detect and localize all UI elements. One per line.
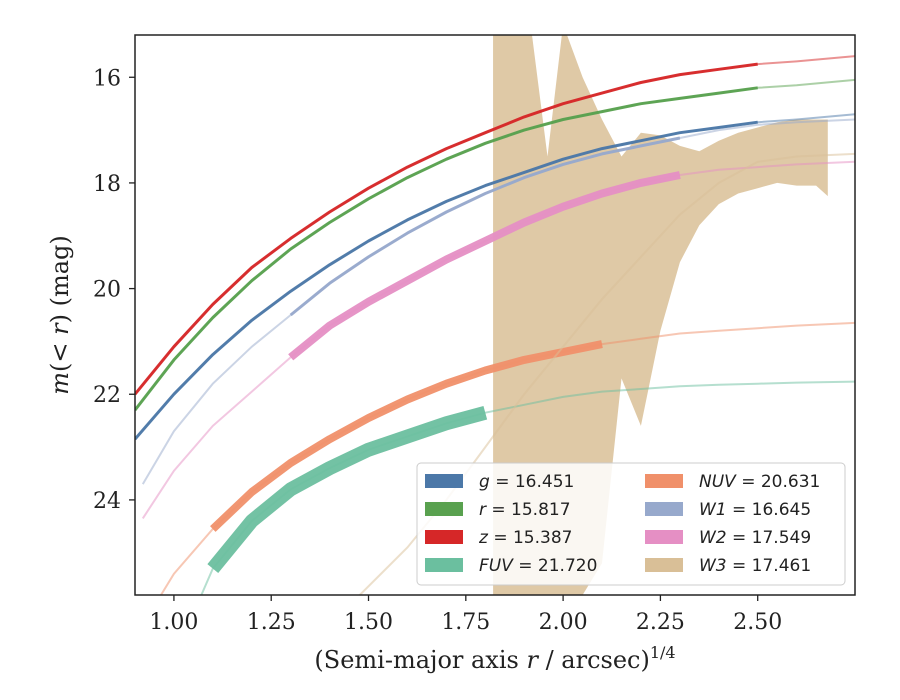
series-nuv-measured [210, 340, 603, 532]
y-axis: 16 18 20 22 24 [93, 66, 135, 514]
y-tick-label: 22 [93, 383, 121, 408]
series-w2-measured [288, 171, 681, 361]
series-r-measured [135, 86, 758, 412]
legend-item-label: NUV = 20.631 [699, 472, 820, 492]
legend-item-label: W2 = 17.549 [699, 528, 811, 548]
x-tick-label: 2.25 [636, 610, 685, 635]
legend-swatch [645, 474, 683, 488]
legend-item-value: = 16.645 [727, 500, 812, 520]
plot-frame [134, 34, 856, 596]
y-axis-label-r: r [46, 322, 74, 335]
legend-item-label: W1 = 16.645 [699, 500, 811, 520]
legend-frame [416, 462, 846, 586]
legend-item-symbol: W2 [699, 528, 727, 548]
legend-item-symbol: NUV [699, 472, 737, 492]
legend-item-symbol: g [479, 472, 490, 492]
w3-band [493, 35, 828, 595]
legend-item-symbol: z [478, 528, 489, 548]
legend-swatch [645, 502, 683, 516]
legend-item-symbol: W3 [699, 556, 727, 576]
legend-item-value: = 21.720 [513, 556, 598, 576]
legend-item-value: = 16.451 [490, 472, 575, 492]
legend-item-label: W3 = 17.461 [699, 556, 811, 576]
x-axis-label: (Semi-major axis r / arcsec)1/4 [314, 643, 675, 674]
y-tick-label: 18 [93, 172, 121, 197]
x-axis-label-part2: / arcsec) [538, 646, 650, 674]
x-axis-label-part1: (Semi-major axis [314, 646, 526, 674]
y-axis-label-m: m [46, 372, 74, 395]
legend-item-label: r = 15.817 [479, 500, 571, 520]
y-tick-label: 16 [93, 66, 121, 91]
legend-item-label: FUV = 21.720 [479, 556, 597, 576]
x-axis: 1.00 1.25 1.50 1.75 2.00 2.25 2.50 [149, 595, 782, 635]
plot-area [135, 35, 855, 595]
legend-swatch [425, 558, 463, 572]
series-g-measured [135, 120, 758, 441]
legend-swatch [645, 530, 683, 544]
series-z-measured [135, 62, 758, 396]
x-tick-label: 2.00 [539, 610, 588, 635]
x-tick-label: 1.50 [344, 610, 393, 635]
y-tick-label: 20 [93, 278, 121, 303]
x-tick-label: 1.00 [149, 610, 198, 635]
x-axis-label-exponent: 1/4 [650, 643, 676, 662]
legend-item-label: g = 16.451 [479, 472, 574, 492]
x-tick-label: 1.25 [247, 610, 296, 635]
series-w1-measured [289, 136, 681, 317]
y-axis-label-part1: (< [46, 335, 74, 372]
x-axis-label-r: r [526, 646, 539, 674]
series-fuv-measured [207, 405, 488, 574]
x-tick-label: 1.75 [441, 610, 490, 635]
x-tick-label: 2.50 [733, 610, 782, 635]
legend-item-label: z = 15.387 [478, 528, 572, 548]
legend-swatch [645, 558, 683, 572]
legend-item-value: = 15.387 [488, 528, 573, 548]
legend-item-symbol: W1 [699, 500, 727, 520]
y-tick-label: 24 [93, 489, 121, 514]
legend-item-value: = 17.461 [727, 556, 812, 576]
y-axis-label: m(< r) (mag) [46, 235, 74, 395]
y-axis-label-part2: ) (mag) [46, 235, 74, 323]
legend-item-symbol: FUV [479, 556, 514, 576]
legend-item-symbol: r [479, 500, 487, 520]
legend-item-value: = 15.817 [486, 500, 571, 520]
legend-swatch [425, 502, 463, 516]
legend-swatch [425, 474, 463, 488]
legend-item-value: = 20.631 [736, 472, 821, 492]
legend-item-value: = 17.549 [727, 528, 812, 548]
legend-swatch [425, 530, 463, 544]
